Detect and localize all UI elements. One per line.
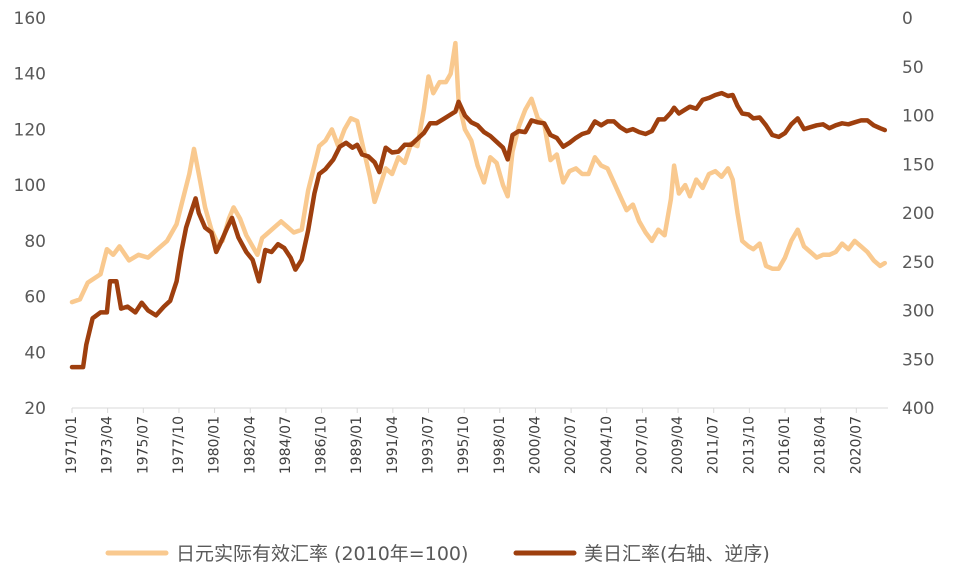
x-tick-label: 2011/07	[706, 416, 722, 474]
x-tick-label: 2000/04	[527, 416, 543, 474]
right-tick-label: 400	[902, 399, 934, 419]
x-tick-label: 2007/01	[634, 416, 650, 474]
x-tick-label: 2020/07	[848, 416, 864, 474]
right-tick-label: 250	[902, 253, 934, 273]
x-tick-label: 1977/10	[171, 416, 187, 474]
left-tick-label: 20	[24, 399, 46, 419]
x-tick-label: 2016/01	[777, 416, 793, 474]
right-axis-ticks: 0 50 100 150 200 250 300 350 400	[902, 9, 934, 419]
right-tick-label: 50	[902, 58, 924, 78]
x-tick-label: 1991/04	[385, 416, 401, 474]
x-tick-label: 2018/04	[813, 416, 829, 474]
x-tick-label: 1982/04	[242, 416, 258, 474]
x-tick-label: 1995/10	[456, 416, 472, 474]
x-tick-label: 1973/04	[100, 416, 116, 474]
x-tick-label: 1971/01	[64, 416, 80, 474]
right-tick-label: 100	[902, 107, 934, 127]
x-tick-label: 1986/10	[314, 416, 330, 474]
series-line-usdjpy	[69, 90, 888, 370]
x-tick-label: 1993/07	[421, 416, 437, 474]
left-tick-label: 120	[14, 120, 46, 140]
x-tick-label: 1998/01	[492, 416, 508, 474]
x-tick-label: 2009/04	[670, 416, 686, 474]
x-tick-label: 1984/07	[278, 416, 294, 474]
left-tick-label: 80	[24, 232, 46, 252]
x-tick-label: 2004/10	[599, 416, 615, 474]
x-tick-label: 1975/07	[135, 416, 151, 474]
legend: 日元实际有效汇率 (2010年=100) 美日汇率(右轴、逆序)	[105, 543, 770, 565]
x-tick-label: 1980/01	[207, 416, 223, 474]
left-tick-label: 160	[14, 9, 46, 29]
left-tick-label: 100	[14, 176, 46, 196]
right-tick-label: 0	[902, 9, 913, 29]
left-axis-ticks: 160 140 120 100 80 60 40 20	[14, 9, 46, 419]
legend-label: 日元实际有效汇率 (2010年=100)	[176, 543, 468, 565]
right-tick-label: 150	[902, 155, 934, 175]
left-tick-label: 140	[14, 65, 46, 85]
right-tick-label: 300	[902, 302, 934, 322]
x-tick-label: 2013/10	[741, 416, 757, 474]
x-axis-ticks: 1971/01 1973/04 1975/07 1977/10 1980/01 1982/…	[64, 408, 864, 474]
left-tick-label: 60	[24, 288, 46, 308]
legend-label: 美日汇率(右轴、逆序)	[584, 543, 770, 565]
series-line-yen-reer	[69, 40, 888, 305]
x-tick-label: 2002/07	[563, 416, 579, 474]
series-lines	[69, 40, 888, 370]
right-tick-label: 350	[902, 350, 934, 370]
left-tick-label: 40	[24, 343, 46, 363]
right-tick-label: 200	[902, 204, 934, 224]
x-tick-label: 1989/01	[349, 416, 365, 474]
